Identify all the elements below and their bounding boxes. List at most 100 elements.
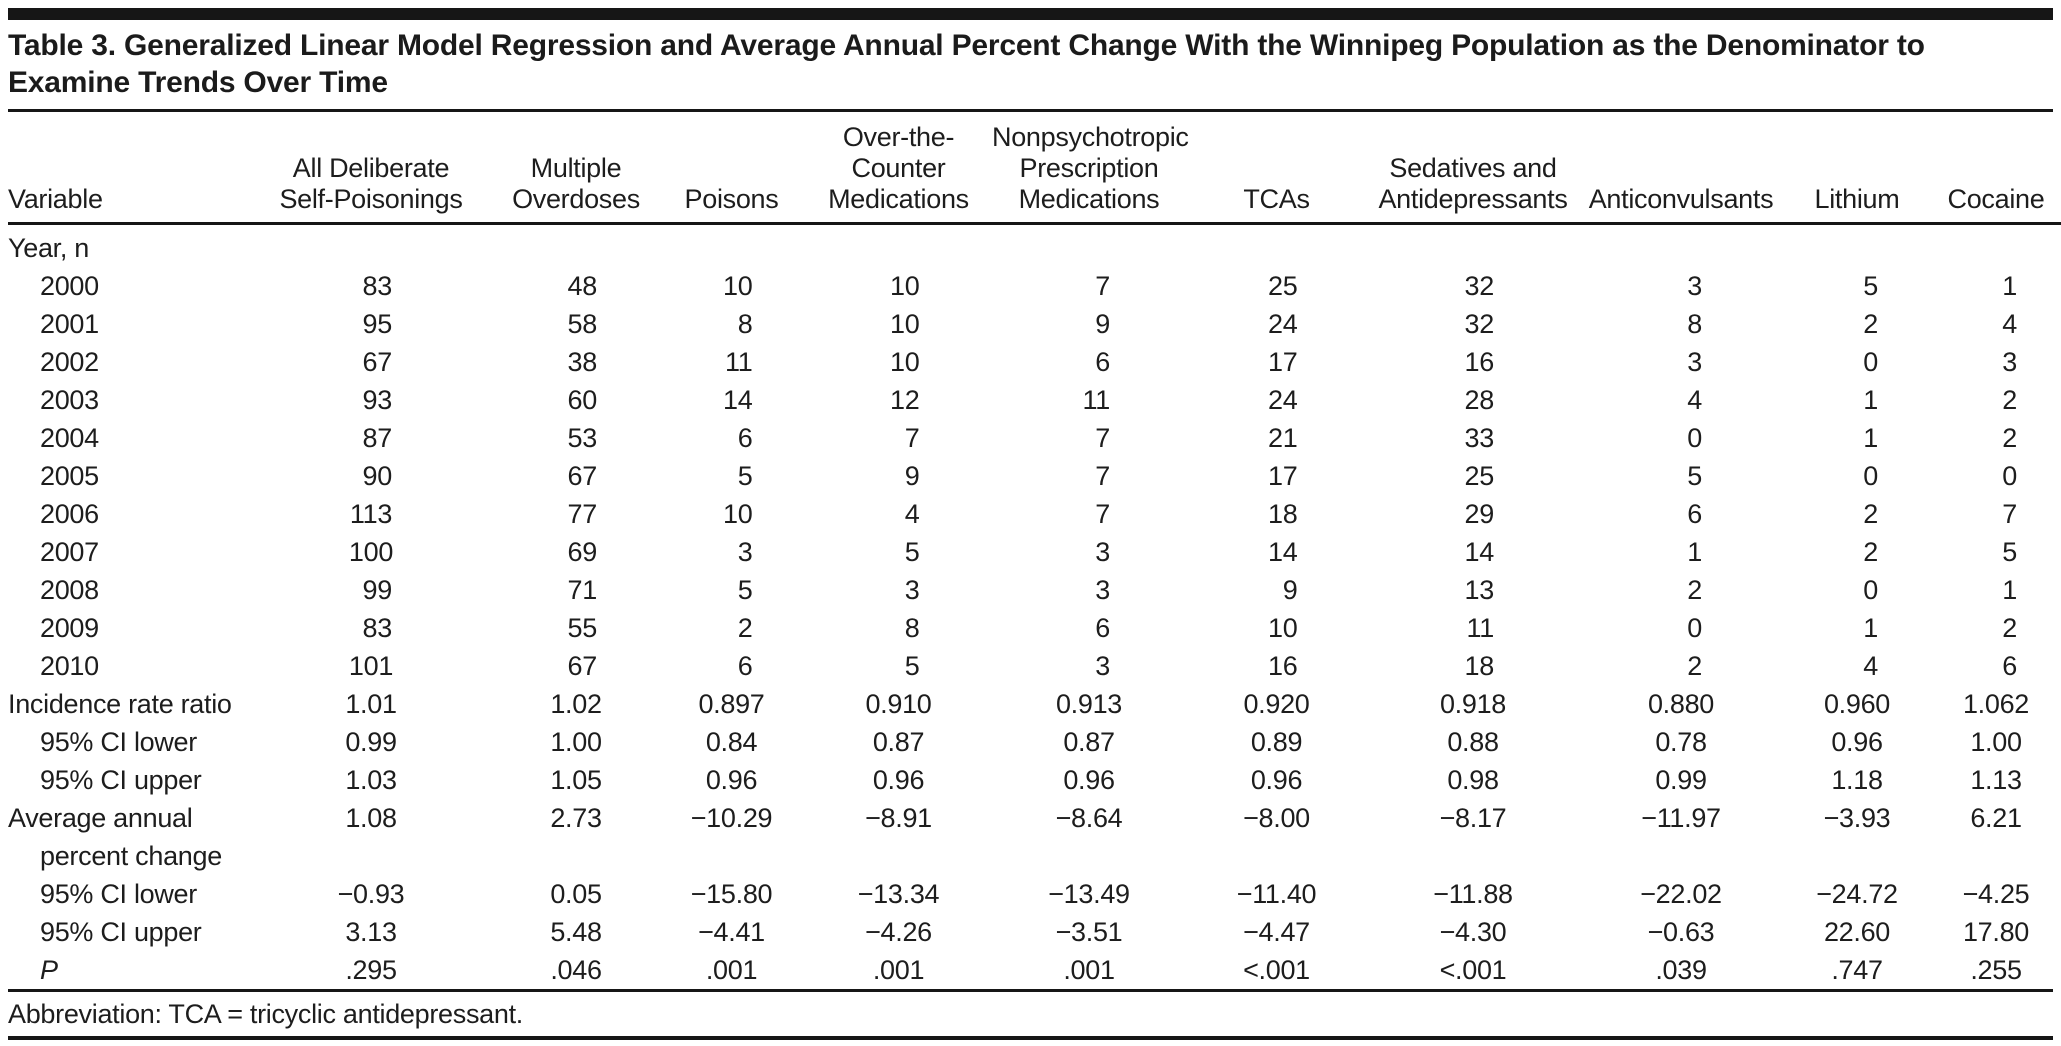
row-label: Year, n bbox=[8, 233, 89, 263]
cell bbox=[1783, 837, 1931, 875]
cell bbox=[1186, 837, 1367, 875]
row-label: 2006 bbox=[40, 499, 99, 529]
column-header: Cocaine bbox=[1931, 112, 2061, 225]
row-label: 95% CI upper bbox=[40, 917, 202, 947]
table-row: Incidence rate ratio 1.01 1.02 0.897 0.910 0.… bbox=[8, 685, 2061, 723]
cell: 67 bbox=[567, 461, 597, 491]
cell: 101 bbox=[348, 651, 394, 681]
cell: 87 bbox=[362, 423, 392, 453]
cell: 100 bbox=[348, 537, 394, 567]
column-header: Anticonvulsants bbox=[1579, 112, 1783, 225]
cell bbox=[1783, 224, 1931, 268]
cell: 83 bbox=[362, 613, 392, 643]
row-label: 2009 bbox=[40, 613, 99, 643]
cell: 10 bbox=[722, 499, 753, 529]
cell: −0.93 bbox=[337, 879, 405, 909]
column-header: Lithium bbox=[1783, 112, 1931, 225]
cell: 1 bbox=[1687, 537, 1702, 567]
cell: 99 bbox=[362, 575, 392, 605]
cell: 10 bbox=[889, 347, 920, 377]
cell: −13.49 bbox=[1048, 879, 1130, 909]
cell: 22.60 bbox=[1823, 917, 1891, 947]
column-header: Over-the- Counter Medications bbox=[805, 112, 992, 225]
cell: 4 bbox=[1863, 651, 1878, 681]
cell: 9 bbox=[1095, 309, 1110, 339]
cell: 48 bbox=[567, 271, 597, 301]
cell: 10 bbox=[889, 309, 920, 339]
table-row: 95% CI upper 3.13 5.48 −4.41 −4.26 −3.51 −4.47… bbox=[8, 913, 2061, 951]
cell: 3.13 bbox=[345, 917, 397, 947]
cell: .001 bbox=[705, 955, 758, 985]
row-label: percent change bbox=[40, 841, 222, 871]
cell: 3 bbox=[2002, 347, 2017, 377]
table-row: 2002 67 38 11 10 6 17 16 3 0 3 bbox=[8, 343, 2061, 381]
cell: 3 bbox=[1095, 575, 1110, 605]
table-row: 2003 93 60 14 12 11 24 28 4 1 2 bbox=[8, 381, 2061, 419]
cell: 3 bbox=[1687, 271, 1702, 301]
cell: 60 bbox=[567, 385, 597, 415]
cell: 4 bbox=[1687, 385, 1702, 415]
cell: 6 bbox=[1095, 613, 1110, 643]
cell: 7 bbox=[1095, 461, 1110, 491]
cell: 58 bbox=[567, 309, 597, 339]
cell: 113 bbox=[349, 499, 393, 529]
cell: 5 bbox=[2002, 537, 2017, 567]
cell bbox=[658, 837, 805, 875]
cell: 16 bbox=[1267, 651, 1298, 681]
cell: −4.30 bbox=[1439, 917, 1507, 947]
cell: 71 bbox=[567, 575, 597, 605]
column-header: TCAs bbox=[1186, 112, 1367, 225]
cell: −24.72 bbox=[1816, 879, 1898, 909]
row-label: 95% CI lower bbox=[40, 727, 197, 757]
cell: 1.02 bbox=[550, 689, 602, 719]
table-title: Table 3. Generalized Linear Model Regres… bbox=[8, 29, 1925, 99]
cell: 0 bbox=[1687, 613, 1702, 643]
cell: 0.897 bbox=[698, 689, 765, 719]
cell: 18 bbox=[1267, 499, 1298, 529]
table-footnote: Abbreviation: TCA = tricyclic antidepres… bbox=[8, 999, 524, 1029]
cell: .046 bbox=[550, 955, 602, 985]
cell: 1.08 bbox=[345, 803, 397, 833]
cell: 11 bbox=[724, 347, 753, 377]
column-header: Poisons bbox=[658, 112, 805, 225]
table-header-row: Variable All Deliberate Self-Poisonings Mu… bbox=[8, 112, 2061, 225]
cell: 5 bbox=[737, 575, 753, 605]
cell: <.001 bbox=[1243, 955, 1310, 985]
row-label: 2008 bbox=[40, 575, 99, 605]
cell: 25 bbox=[1464, 461, 1494, 491]
cell: 6 bbox=[737, 423, 753, 453]
cell: 1 bbox=[1863, 423, 1878, 453]
cell: −3.93 bbox=[1823, 803, 1891, 833]
column-header: Variable bbox=[8, 112, 248, 225]
cell: 2 bbox=[2002, 423, 2017, 453]
cell bbox=[248, 837, 494, 875]
cell: 67 bbox=[362, 347, 392, 377]
cell: 55 bbox=[567, 613, 597, 643]
cell: 32 bbox=[1464, 271, 1494, 301]
cell: 83 bbox=[362, 271, 392, 301]
cell: −11.88 bbox=[1433, 879, 1513, 909]
row-label: 2007 bbox=[40, 537, 99, 567]
cell: −11.40 bbox=[1236, 879, 1317, 909]
cell bbox=[1931, 224, 2061, 268]
cell: 3 bbox=[904, 575, 920, 605]
cell: 5.48 bbox=[550, 917, 602, 947]
row-label: 2002 bbox=[40, 347, 99, 377]
cell: 0.99 bbox=[1655, 765, 1707, 795]
cell: 1.03 bbox=[345, 765, 397, 795]
cell bbox=[248, 224, 494, 268]
cell: 6 bbox=[1095, 347, 1110, 377]
cell: 18 bbox=[1464, 651, 1494, 681]
cell: 0.920 bbox=[1243, 689, 1310, 719]
cell: −8.17 bbox=[1439, 803, 1507, 833]
cell: −4.26 bbox=[865, 917, 932, 947]
table-row: 2008 99 71 5 3 3 9 13 2 0 1 bbox=[8, 571, 2061, 609]
cell: 0.96 bbox=[1831, 727, 1883, 757]
row-label: 2005 bbox=[40, 461, 99, 491]
cell: 17 bbox=[1267, 347, 1298, 377]
cell: 29 bbox=[1464, 499, 1494, 529]
cell: 0.98 bbox=[1447, 765, 1499, 795]
table-row: 2001 95 58 8 10 9 24 32 8 2 4 bbox=[8, 305, 2061, 343]
cell: 3 bbox=[737, 537, 753, 567]
row-label: Average annual bbox=[8, 803, 193, 833]
